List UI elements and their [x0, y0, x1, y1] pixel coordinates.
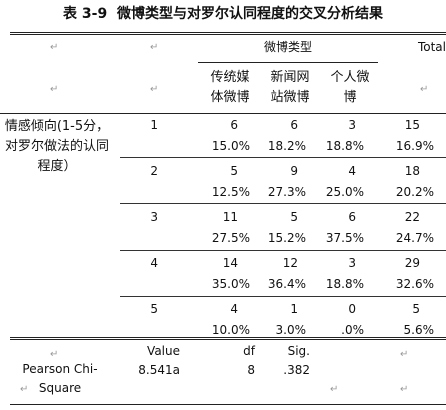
count: 4: [230, 302, 238, 316]
percent: 16.9%: [395, 139, 434, 153]
paragraph-mark: ↵: [50, 42, 59, 53]
percent: 12.5%: [211, 185, 250, 199]
percent: .0%: [341, 323, 364, 337]
rule: [0, 113, 446, 114]
paragraph-mark: ↵: [150, 84, 159, 95]
percent: 37.5%: [325, 231, 364, 245]
percent: 20.2%: [395, 185, 434, 199]
count: 0: [348, 302, 356, 316]
paragraph-mark: ↵: [400, 384, 409, 395]
count: 5: [412, 302, 420, 316]
column-header: 传统媒体微博: [210, 70, 250, 105]
percent: 27.3%: [267, 185, 306, 199]
percent: 10.0%: [211, 323, 250, 337]
paragraph-mark: ↵: [50, 84, 59, 95]
test-header: Sig.: [287, 344, 310, 358]
percent: 27.5%: [211, 231, 250, 245]
paragraph-mark: ↵: [150, 42, 159, 53]
count: 14: [222, 256, 238, 270]
paragraph-mark: ↵: [20, 384, 29, 395]
row-level: 3: [150, 210, 158, 224]
count: 4: [348, 164, 356, 178]
count: 9: [290, 164, 298, 178]
count: 1: [290, 302, 298, 316]
test-value: 8.541a: [138, 363, 180, 377]
count: 6: [230, 118, 238, 132]
percent: 18.8%: [325, 139, 364, 153]
rule: [120, 250, 446, 251]
rule: [198, 62, 378, 63]
row-level: 4: [150, 256, 158, 270]
rule: [120, 157, 446, 158]
rule: [10, 32, 446, 35]
total-header: Total: [417, 40, 446, 54]
column-header: 个人微博: [330, 70, 370, 105]
count: 12: [282, 256, 298, 270]
percent: 3.0%: [275, 323, 307, 337]
test-name: Pearson Chi-Square: [22, 362, 98, 395]
rule: [120, 203, 446, 204]
percent: 35.0%: [211, 277, 250, 291]
test-value: .382: [283, 363, 310, 377]
count: 6: [348, 210, 356, 224]
title: 表 3-9 微博类型与对罗尔认同程度的交叉分析结果: [0, 3, 446, 23]
count: 5: [290, 210, 298, 224]
count: 18: [404, 164, 420, 178]
row-level: 1: [150, 118, 158, 132]
percent: 24.7%: [395, 231, 434, 245]
table-title: 微博类型与对罗尔认同程度的交叉分析结果: [116, 6, 383, 22]
paragraph-mark: ↵: [420, 84, 429, 95]
row-level: 2: [150, 164, 158, 178]
percent: 36.4%: [267, 277, 306, 291]
percent: 18.2%: [267, 139, 306, 153]
count: 6: [290, 118, 298, 132]
test-header: Value: [147, 344, 180, 358]
test-value: 8: [247, 363, 255, 377]
rule: [120, 296, 446, 297]
percent: 25.0%: [325, 185, 364, 199]
test-header: df: [243, 344, 255, 358]
percent: 32.6%: [395, 277, 434, 291]
count: 11: [222, 210, 238, 224]
rule: [10, 404, 446, 405]
table-number: 表 3-9: [63, 6, 108, 22]
count: 3: [348, 118, 356, 132]
percent: 18.8%: [325, 277, 364, 291]
count: 22: [404, 210, 420, 224]
row-header: 情感倾向(1-5分，对罗尔做法的认同程度）: [4, 119, 110, 174]
percent: 15.2%: [267, 231, 306, 245]
count: 15: [404, 118, 420, 132]
count: 29: [404, 256, 420, 270]
paragraph-mark: ↵: [330, 384, 339, 395]
group-header: 微博类型: [263, 40, 312, 54]
paragraph-mark: ↵: [400, 349, 409, 360]
percent: 5.6%: [403, 323, 435, 337]
column-header: 新闻网站微博: [270, 70, 310, 105]
count: 3: [348, 256, 356, 270]
percent: 15.0%: [211, 139, 250, 153]
row-level: 5: [150, 302, 158, 316]
paragraph-mark: ↵: [50, 349, 59, 360]
count: 5: [230, 164, 238, 178]
rule: [10, 337, 446, 340]
